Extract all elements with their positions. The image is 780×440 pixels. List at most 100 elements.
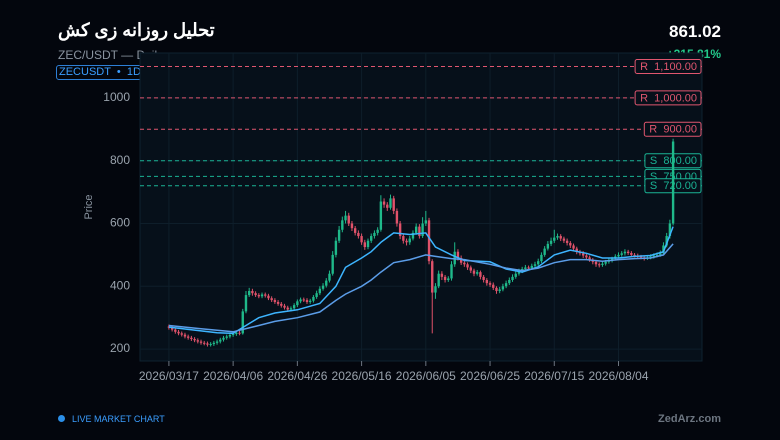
candle-body [598, 264, 601, 266]
candle-body [190, 337, 193, 340]
candle-body [565, 240, 569, 243]
ma-line [168, 243, 674, 333]
candle-body [630, 252, 633, 255]
candle-body [199, 341, 203, 343]
candle-body [414, 226, 418, 233]
candle-body [581, 253, 585, 256]
candle-body [241, 311, 244, 334]
x-tick-label: 2026/08/04 [588, 369, 648, 383]
candle-body [270, 298, 273, 301]
candle-body [411, 232, 415, 239]
y-tick-label: 400 [110, 278, 130, 292]
candle-body [459, 258, 463, 263]
candle-body [264, 294, 267, 296]
candle-body [453, 251, 456, 265]
candle-body [671, 141, 675, 224]
candle-body [209, 344, 212, 346]
candle-body [398, 223, 402, 237]
candle-body [344, 215, 347, 221]
candle-body [366, 240, 370, 248]
candle-body [334, 240, 338, 255]
candle-body [659, 253, 662, 255]
candle-body [215, 341, 219, 343]
level-box [643, 121, 702, 137]
x-tick-label: 2026/04/06 [203, 369, 263, 383]
candle-body [604, 261, 607, 264]
candle-body [328, 273, 331, 281]
candle-body [514, 273, 517, 277]
candle-body [286, 307, 289, 310]
x-tick-label: 2026/06/25 [460, 369, 520, 383]
candle-body [196, 340, 200, 342]
candle-body [350, 223, 354, 229]
level-label: R 1,000.00 [640, 92, 697, 104]
candle-body [479, 272, 482, 277]
x-tick-label: 2026/06/05 [396, 369, 456, 383]
candle-body [488, 283, 492, 285]
ma-line [168, 226, 674, 335]
candle-body [553, 237, 556, 241]
candle-body [437, 273, 440, 287]
badge: ZECUSDT • 1D [56, 65, 144, 80]
candle-body [652, 255, 656, 257]
candle-body [405, 240, 408, 243]
candle-body [504, 283, 508, 287]
candle-body [321, 285, 325, 289]
candle-body [511, 276, 514, 280]
candle-body [347, 215, 350, 224]
x-tick-label: 2026/05/16 [332, 369, 392, 383]
candle-body [424, 220, 428, 224]
x-tick-label: 2026/04/26 [267, 369, 327, 383]
candle-body [617, 254, 620, 257]
candle-body [379, 201, 383, 230]
y-axis-label: Price [83, 194, 95, 219]
level-box [634, 59, 702, 75]
candle-body [533, 264, 537, 266]
candle-body [238, 332, 241, 334]
candle-body [447, 278, 450, 280]
candle-body [267, 295, 270, 299]
candle-body [247, 290, 251, 296]
candle-body [360, 236, 363, 243]
candle-body [292, 305, 296, 309]
candle-body [572, 245, 575, 249]
candle-body [251, 290, 254, 294]
candle-body [183, 334, 187, 337]
candle-body [212, 342, 216, 345]
candle-body [203, 342, 206, 344]
candle-body [456, 251, 460, 259]
y-tick-label: 200 [110, 341, 130, 355]
candle-body [434, 286, 437, 293]
x-tick-label: 2026/03/17 [139, 369, 199, 383]
candle-body [508, 279, 511, 284]
candle-body [373, 232, 376, 237]
candle-body [392, 198, 395, 211]
candle-body [431, 261, 434, 293]
y-tick-label: 1000 [103, 90, 130, 104]
candle-body [427, 220, 431, 262]
candle-body [546, 243, 550, 249]
candle-body [193, 339, 196, 341]
live-label: LIVE MARKET CHART [72, 414, 165, 424]
x-tick-label: 2026/07/15 [524, 369, 584, 383]
candle-body [186, 336, 190, 338]
title: تحلیل روزانه زی کش [58, 20, 215, 40]
candle-body [228, 334, 232, 337]
candle-body [668, 223, 672, 237]
candle-body [289, 308, 293, 310]
candle-body [585, 255, 588, 258]
candle-body [501, 286, 505, 290]
candle-body [649, 256, 652, 258]
candle-body [408, 238, 411, 243]
candle-body [556, 236, 559, 238]
candle-body [655, 254, 659, 256]
candle-body [309, 300, 312, 302]
candle-body [299, 299, 302, 302]
candle-body [219, 339, 222, 342]
candle-body [353, 228, 357, 233]
candle-body [639, 256, 643, 258]
candle-body [543, 248, 546, 255]
candle-body [540, 254, 543, 262]
candle-body [222, 337, 225, 340]
candle-body [623, 251, 627, 254]
